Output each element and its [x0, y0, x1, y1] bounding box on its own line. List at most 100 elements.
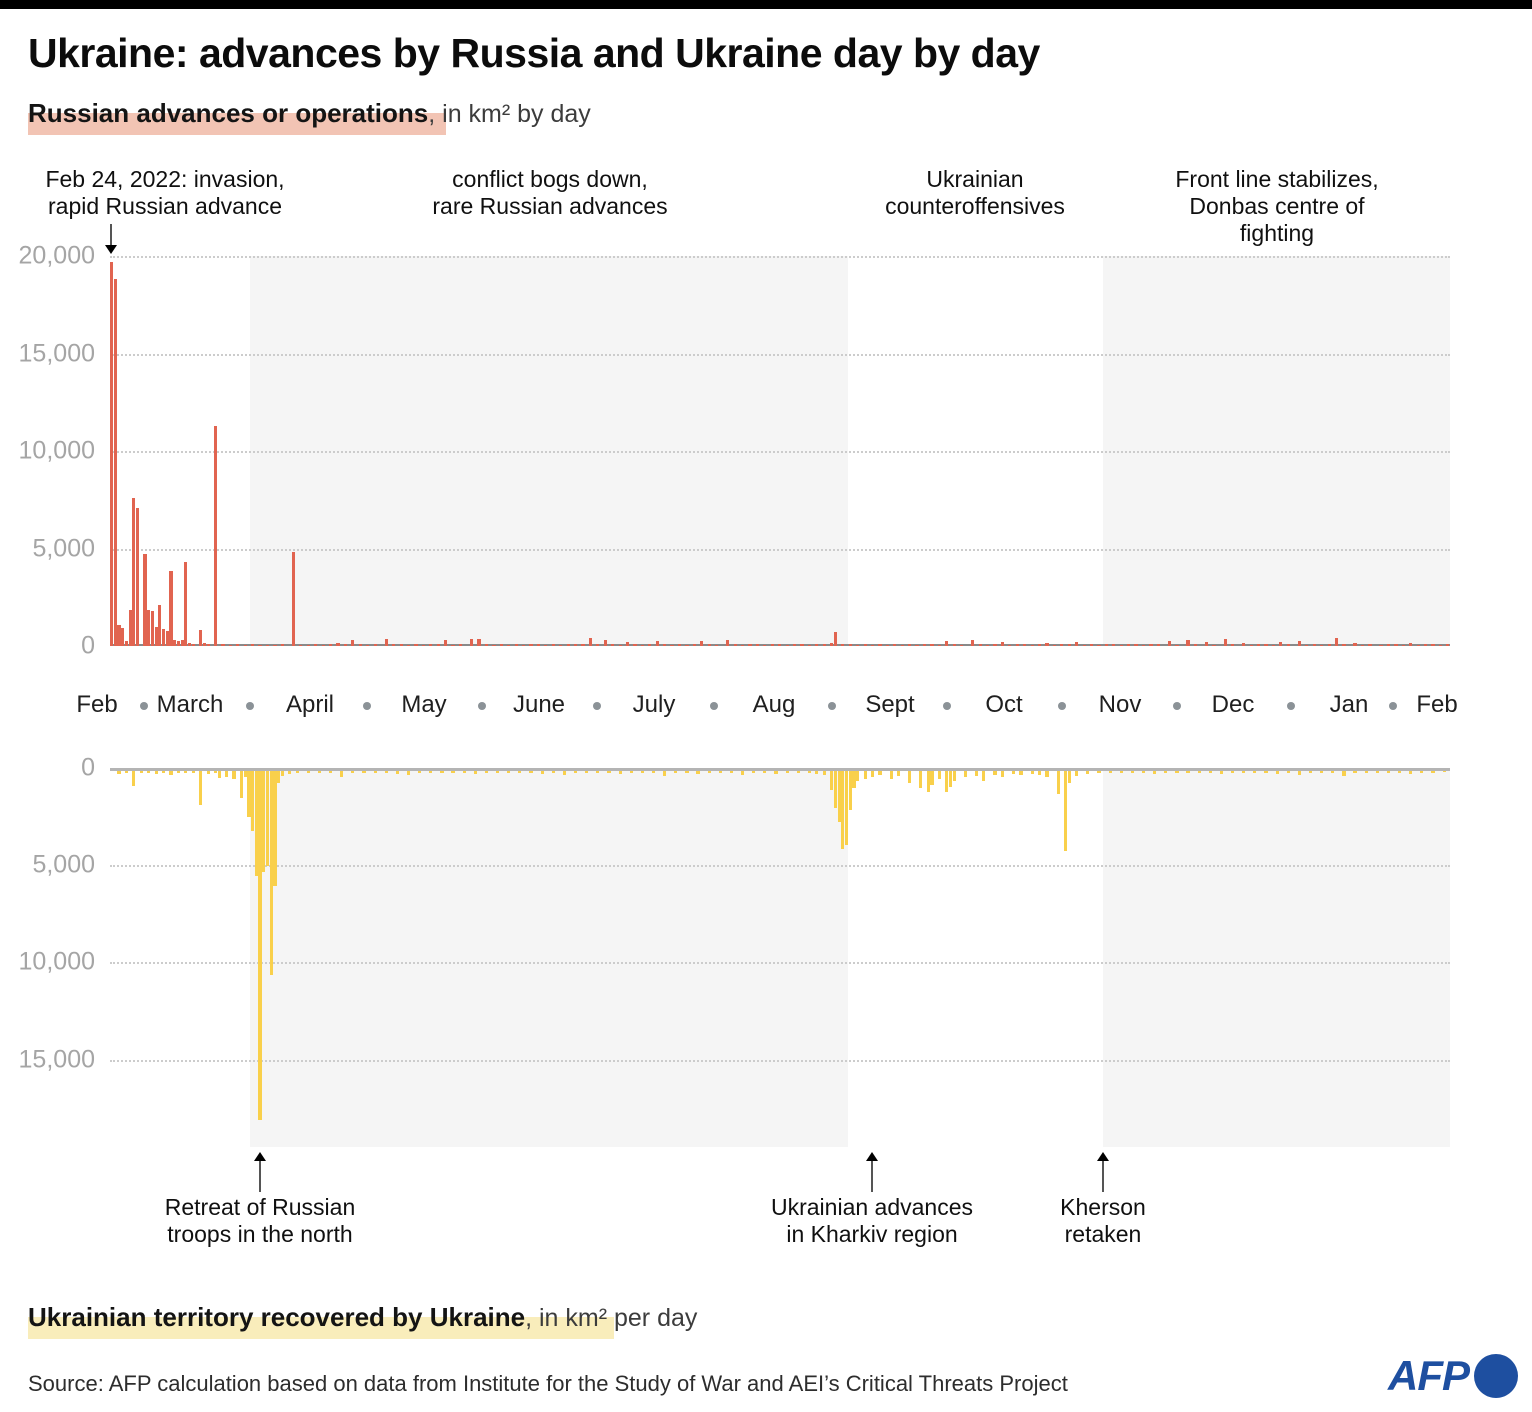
- bar-russian-advance: [529, 644, 533, 646]
- month-label-dec: Dec: [1211, 691, 1255, 718]
- bar-ukrainian-recovery: [696, 771, 700, 774]
- month-separator-dot: [828, 702, 836, 710]
- bar-russian-advance: [1256, 644, 1261, 646]
- bar-russian-advance: [1052, 644, 1056, 646]
- month-separator-dot: [1058, 702, 1066, 710]
- bar-russian-advance: [1446, 644, 1450, 646]
- bar-russian-advance: [986, 644, 990, 646]
- bar-russian-advance: [1141, 644, 1146, 646]
- bar-ukrainian-recovery: [952, 771, 956, 781]
- bar-russian-advance: [1416, 644, 1420, 646]
- bar-russian-advance: [1379, 644, 1383, 646]
- phase-band: [249, 768, 848, 1147]
- bar-russian-advance: [978, 644, 982, 646]
- bar-russian-advance: [336, 643, 340, 646]
- bar-russian-advance: [748, 644, 752, 646]
- bar-ukrainian-recovery: [1186, 771, 1190, 774]
- bar-russian-advance: [1127, 644, 1131, 646]
- ukrainian-series-label-units: , in km² per day: [525, 1304, 698, 1332]
- bar-ukrainian-recovery: [169, 771, 173, 775]
- bar-russian-advance: [113, 279, 117, 646]
- bar-russian-advance: [392, 644, 396, 646]
- gridline-15,000: [110, 353, 1450, 356]
- bar-ukrainian-recovery: [1019, 771, 1023, 775]
- bar-ukrainian-recovery: [540, 771, 544, 774]
- bar-ukrainian-recovery: [1431, 771, 1435, 773]
- ukrainian-series-label-bold: Ukrainian territory recovered by Ukraine: [28, 1302, 526, 1332]
- top-annotation: conflict bogs down, rare Russian advance…: [432, 166, 668, 219]
- month-separator-dot: [943, 702, 951, 710]
- bar-russian-advance: [184, 562, 188, 646]
- bar-ukrainian-recovery: [1297, 771, 1301, 775]
- bar-russian-advance: [1193, 644, 1198, 646]
- bar-russian-advance: [1394, 644, 1398, 646]
- bar-russian-advance: [588, 638, 593, 646]
- bar-ukrainian-recovery: [848, 771, 852, 810]
- month-label-aug: Aug: [752, 691, 796, 718]
- bar-russian-advance: [815, 644, 819, 646]
- bar-ukrainian-recovery: [1075, 771, 1079, 776]
- month-separator-dot: [592, 702, 601, 710]
- russian-series-highlight: [28, 113, 446, 135]
- bar-ukrainian-recovery: [429, 771, 433, 773]
- bar-russian-advance: [922, 644, 927, 646]
- bar-russian-advance: [792, 644, 797, 646]
- bar-ukrainian-recovery: [206, 771, 210, 774]
- bar-russian-advance: [451, 644, 455, 646]
- bar-russian-advance: [848, 644, 852, 646]
- bar-ukrainian-recovery: [362, 771, 366, 774]
- bar-russian-advance: [314, 644, 318, 646]
- month-separator-dot: [710, 702, 718, 710]
- bar-russian-advance: [937, 644, 941, 646]
- bar-ukrainian-recovery: [1242, 771, 1246, 773]
- bar-ukrainian-recovery: [265, 771, 270, 867]
- bar-russian-advance: [822, 644, 826, 646]
- bar-russian-advance: [733, 644, 737, 646]
- bar-ukrainian-recovery: [807, 771, 812, 774]
- arrow-up-icon: [254, 1152, 266, 1161]
- bar-russian-advance: [1249, 644, 1253, 646]
- bar-russian-advance: [321, 644, 325, 646]
- bar-ukrainian-recovery: [1375, 771, 1379, 774]
- bar-russian-advance: [165, 631, 169, 646]
- bar-russian-advance: [692, 644, 696, 646]
- russian-series-label-units: , in km² by day: [428, 100, 591, 128]
- bar-ukrainian-recovery: [945, 771, 949, 793]
- bar-russian-advance: [685, 644, 689, 646]
- bar-russian-advance: [158, 605, 162, 646]
- bar-russian-advance: [870, 644, 875, 646]
- ukrainian-series-label: Ukrainian territory recovered by Ukraine…: [28, 1302, 697, 1333]
- bar-russian-advance: [206, 644, 210, 646]
- bar-ukrainian-recovery: [982, 771, 986, 781]
- bar-russian-advance: [900, 644, 904, 646]
- bar-ukrainian-recovery: [1308, 771, 1313, 773]
- bar-russian-advance: [358, 644, 362, 646]
- bar-ukrainian-recovery: [1197, 771, 1201, 773]
- bar-russian-advance: [1023, 644, 1027, 646]
- bar-ukrainian-recovery: [254, 771, 258, 876]
- source-credit: Source: AFP calculation based on data fr…: [28, 1371, 1068, 1396]
- bar-russian-advance: [581, 643, 585, 646]
- bar-russian-advance: [406, 644, 411, 646]
- bar-ukrainian-recovery: [473, 771, 477, 774]
- bar-russian-advance: [1060, 644, 1064, 646]
- bar-russian-advance: [618, 644, 622, 646]
- bar-ukrainian-recovery: [841, 771, 845, 849]
- bar-russian-advance: [1305, 644, 1309, 646]
- bar-ukrainian-recovery: [889, 771, 893, 779]
- month-separator-dot: [139, 702, 148, 710]
- bar-russian-advance: [830, 643, 834, 646]
- bar-russian-advance: [960, 644, 964, 646]
- bar-russian-advance: [785, 644, 789, 646]
- bar-ukrainian-recovery: [269, 771, 273, 976]
- bar-ukrainian-recovery: [1253, 771, 1257, 774]
- bar-russian-advance: [429, 644, 433, 646]
- bar-russian-advance: [952, 644, 956, 646]
- bar-ukrainian-recovery: [251, 771, 255, 832]
- bar-ukrainian-recovery: [674, 771, 678, 773]
- bar-russian-advance: [173, 640, 177, 646]
- bar-russian-advance: [611, 644, 615, 646]
- bar-russian-advance: [1327, 644, 1331, 646]
- bar-russian-advance: [1156, 644, 1160, 646]
- russian-advances-chart: [110, 256, 1450, 646]
